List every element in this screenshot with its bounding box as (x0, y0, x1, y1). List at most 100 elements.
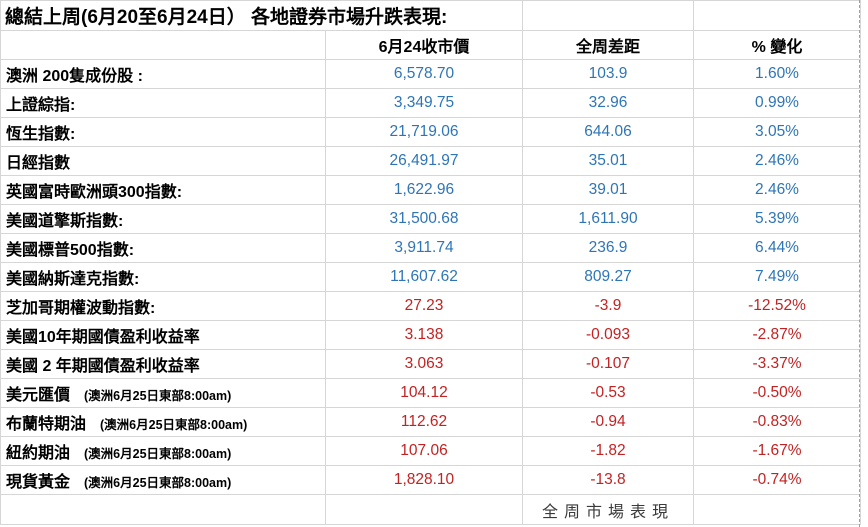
table-row: 英國富時歐洲頭300指數: 1,622.96 39.01 2.46% (0, 175, 861, 205)
row-label-cell[interactable]: 紐約期油 (澳洲6月25日東部8:00am) (0, 436, 326, 466)
weekly-diff-cell[interactable]: 103.9 (522, 59, 694, 89)
table-row: 紐約期油 (澳洲6月25日東部8:00am) 107.06 -1.82 -1.67… (0, 436, 861, 466)
weekly-diff-cell[interactable]: -0.53 (522, 378, 694, 408)
row-label: 美元匯價 (6, 387, 71, 404)
close-price-cell[interactable]: 6,578.70 (325, 59, 523, 89)
empty-cell[interactable] (693, 0, 861, 31)
table-row: 芝加哥期權波動指數: 27.23 -3.9 -12.52% (0, 291, 861, 321)
column-header-close: 6月24收市價 (325, 30, 523, 60)
row-label-note: (澳洲6月25日東部8:00am) (84, 447, 232, 461)
sheet-caption: 全周市場表現 (522, 494, 694, 525)
empty-cell[interactable] (522, 0, 694, 31)
table-row: 恆生指數: 21,719.06 644.06 3.05% (0, 117, 861, 147)
percent-change-cell[interactable]: 5.39% (693, 204, 861, 234)
row-label-cell[interactable]: 美國納斯達克指數: (0, 262, 326, 292)
percent-change-cell[interactable]: -1.67% (693, 436, 861, 466)
percent-change-cell[interactable]: 0.99% (693, 88, 861, 118)
close-price-cell[interactable]: 104.12 (325, 378, 523, 408)
weekly-diff-cell[interactable]: -0.107 (522, 349, 694, 379)
close-price-cell[interactable]: 107.06 (325, 436, 523, 466)
percent-change-cell[interactable]: -0.50% (693, 378, 861, 408)
weekly-diff-cell[interactable]: -0.94 (522, 407, 694, 437)
row-label: 英國富時歐洲頭300指數: (6, 184, 183, 201)
weekly-diff-cell[interactable]: 809.27 (522, 262, 694, 292)
table-row: 現貨黃金 (澳洲6月25日東部8:00am) 1,828.10 -13.8 -0.… (0, 465, 861, 495)
row-label-note: (澳洲6月25日東部8:00am) (84, 476, 232, 490)
weekly-diff-cell[interactable]: 39.01 (522, 175, 694, 205)
close-price-cell[interactable]: 21,719.06 (325, 117, 523, 147)
percent-change-cell[interactable]: 2.46% (693, 175, 861, 205)
percent-change-cell[interactable]: 3.05% (693, 117, 861, 147)
percent-change-cell[interactable]: 2.46% (693, 146, 861, 176)
weekly-diff-cell[interactable]: -0.093 (522, 320, 694, 350)
empty-cell[interactable] (325, 494, 523, 525)
row-label: 紐約期油 (6, 445, 71, 462)
row-label: 芝加哥期權波動指數: (6, 300, 156, 317)
row-label: 恆生指數: (6, 126, 76, 143)
close-price-cell[interactable]: 26,491.97 (325, 146, 523, 176)
empty-cell[interactable] (0, 494, 326, 525)
weekly-diff-cell[interactable]: -3.9 (522, 291, 694, 321)
close-price-cell[interactable]: 3,911.74 (325, 233, 523, 263)
page-break-dashed-line (859, 0, 860, 527)
row-label-cell[interactable]: 恆生指數: (0, 117, 326, 147)
close-price-cell[interactable]: 3.063 (325, 349, 523, 379)
table-row: 美國道擎斯指數: 31,500.68 1,611.90 5.39% (0, 204, 861, 234)
column-header-diff: 全周差距 (522, 30, 694, 60)
row-label-cell[interactable]: 上證綜指: (0, 88, 326, 118)
row-label: 美國 2 年期國債盈利收益率 (6, 358, 200, 375)
weekly-diff-cell[interactable]: -1.82 (522, 436, 694, 466)
weekly-diff-cell[interactable]: 644.06 (522, 117, 694, 147)
table-row: 美國10年期國債盈利收益率 3.138 -0.093 -2.87% (0, 320, 861, 350)
row-label-cell[interactable]: 日經指數 (0, 146, 326, 176)
row-label-cell[interactable]: 美國 2 年期國債盈利收益率 (0, 349, 326, 379)
row-label-cell[interactable]: 英國富時歐洲頭300指數: (0, 175, 326, 205)
close-price-cell[interactable]: 3.138 (325, 320, 523, 350)
table-row: 上證綜指: 3,349.75 32.96 0.99% (0, 88, 861, 118)
weekly-diff-cell[interactable]: 1,611.90 (522, 204, 694, 234)
row-label: 日經指數 (6, 155, 71, 172)
header-row: 6月24收市價 全周差距 % 變化 (0, 30, 861, 60)
row-label-cell[interactable]: 美元匯價 (澳洲6月25日東部8:00am) (0, 378, 326, 408)
close-price-cell[interactable]: 27.23 (325, 291, 523, 321)
close-price-cell[interactable]: 31,500.68 (325, 204, 523, 234)
close-price-cell[interactable]: 1,622.96 (325, 175, 523, 205)
table-row: 布蘭特期油 (澳洲6月25日東部8:00am) 112.62 -0.94 -0.8… (0, 407, 861, 437)
percent-change-cell[interactable]: 7.49% (693, 262, 861, 292)
close-price-cell[interactable]: 1,828.10 (325, 465, 523, 495)
weekly-diff-cell[interactable]: 32.96 (522, 88, 694, 118)
percent-change-cell[interactable]: -0.83% (693, 407, 861, 437)
row-label: 澳洲 200隻成份股 : (6, 68, 143, 85)
row-label-note: (澳洲6月25日東部8:00am) (100, 418, 248, 432)
row-label-cell[interactable]: 現貨黃金 (澳洲6月25日東部8:00am) (0, 465, 326, 495)
percent-change-cell[interactable]: -3.37% (693, 349, 861, 379)
percent-change-cell[interactable]: 6.44% (693, 233, 861, 263)
row-label: 美國10年期國債盈利收益率 (6, 329, 200, 346)
table-row: 美國標普500指數: 3,911.74 236.9 6.44% (0, 233, 861, 263)
table-row: 美國 2 年期國債盈利收益率 3.063 -0.107 -3.37% (0, 349, 861, 379)
percent-change-cell[interactable]: -0.74% (693, 465, 861, 495)
close-price-cell[interactable]: 11,607.62 (325, 262, 523, 292)
footer-row: 全周市場表現 (0, 494, 861, 525)
row-label-cell[interactable]: 美國標普500指數: (0, 233, 326, 263)
row-label: 布蘭特期油 (6, 416, 87, 433)
weekly-diff-cell[interactable]: -13.8 (522, 465, 694, 495)
weekly-diff-cell[interactable]: 236.9 (522, 233, 694, 263)
percent-change-cell[interactable]: -2.87% (693, 320, 861, 350)
empty-cell[interactable] (693, 494, 861, 525)
row-label-cell[interactable]: 布蘭特期油 (澳洲6月25日東部8:00am) (0, 407, 326, 437)
title-row: 總結上周(6月20至6月24日） 各地證券市場升跌表現: (0, 0, 861, 31)
row-label-cell[interactable]: 澳洲 200隻成份股 : (0, 59, 326, 89)
empty-cell[interactable] (0, 30, 326, 60)
row-label-cell[interactable]: 美國道擎斯指數: (0, 204, 326, 234)
close-price-cell[interactable]: 112.62 (325, 407, 523, 437)
percent-change-cell[interactable]: 1.60% (693, 59, 861, 89)
weekly-diff-cell[interactable]: 35.01 (522, 146, 694, 176)
percent-change-cell[interactable]: -12.52% (693, 291, 861, 321)
row-label-cell[interactable]: 芝加哥期權波動指數: (0, 291, 326, 321)
table-row: 日經指數 26,491.97 35.01 2.46% (0, 146, 861, 176)
row-label-cell[interactable]: 美國10年期國債盈利收益率 (0, 320, 326, 350)
close-price-cell[interactable]: 3,349.75 (325, 88, 523, 118)
table-row: 美元匯價 (澳洲6月25日東部8:00am) 104.12 -0.53 -0.50… (0, 378, 861, 408)
